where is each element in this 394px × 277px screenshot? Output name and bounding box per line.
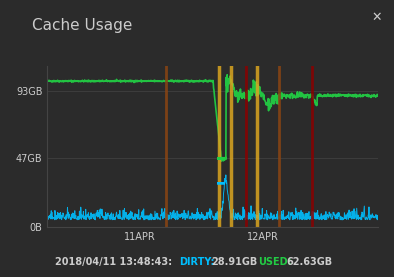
Text: USED:: USED: <box>258 257 292 267</box>
Text: 2018/04/11 13:48:43:: 2018/04/11 13:48:43: <box>55 257 176 267</box>
Text: Cache Usage: Cache Usage <box>32 18 132 33</box>
Text: 62.63GB: 62.63GB <box>286 257 332 267</box>
Text: 28.91GB: 28.91GB <box>211 257 257 267</box>
Text: ✕: ✕ <box>372 11 382 24</box>
Text: DIRTY:: DIRTY: <box>179 257 215 267</box>
